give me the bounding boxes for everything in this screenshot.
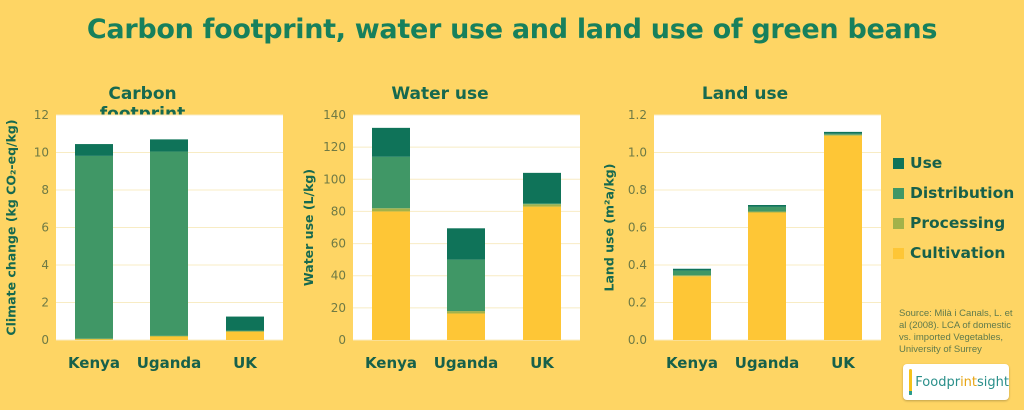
bar-distribution-kenya [372, 156, 410, 209]
y-tick-label: 40 [331, 269, 346, 283]
y-tick-label: 140 [323, 108, 346, 122]
y-tick-label: 0 [338, 333, 346, 347]
source-note: Source: Milà i Canals, L. et al (2008). … [899, 308, 1013, 355]
bar-cultivation-uk [226, 331, 264, 340]
bar-distribution-kenya [75, 155, 113, 339]
bar-cultivation-uganda [447, 313, 485, 340]
x-tick-label: UK [530, 354, 555, 372]
bar-cultivation-uganda [748, 212, 786, 340]
legend-label: Cultivation [910, 244, 1006, 262]
legend-item-distribution: Distribution [893, 178, 1014, 208]
bar-cultivation-uk [523, 206, 561, 340]
legend-item-use: Use [893, 148, 1014, 178]
main-title: Carbon footprint, water use and land use… [86, 14, 938, 45]
bar-use-kenya [372, 127, 410, 157]
y-tick-label: 1.0 [628, 146, 647, 160]
bar-distribution-uk [226, 330, 264, 332]
bar-processing-uganda [748, 211, 786, 213]
y-tick-label: 10 [34, 146, 49, 160]
y-tick-label: 0.4 [628, 258, 647, 272]
bar-cultivation-uganda [150, 336, 188, 340]
legend: Use Distribution Processing Cultivation [893, 148, 1014, 268]
bar-use-uk [226, 316, 264, 331]
bar-cultivation-kenya [372, 211, 410, 340]
y-tick-label: 8 [41, 183, 49, 197]
logo-text-2: int [960, 374, 978, 390]
lightbulb-footprint-icon [909, 369, 913, 395]
y-tick-label: 12 [34, 108, 49, 122]
bar-cultivation-uk [824, 135, 862, 340]
bar-use-uganda [748, 205, 786, 207]
bar-distribution-uk [824, 133, 862, 135]
y-tick-label: 4 [41, 258, 49, 272]
bar-processing-kenya [372, 208, 410, 212]
logo-text-3: sight [977, 374, 1009, 390]
legend-label: Distribution [910, 184, 1015, 202]
y-tick-label: 20 [331, 301, 346, 315]
x-tick-label: Kenya [666, 354, 718, 372]
y-tick-label: 60 [331, 237, 346, 251]
x-tick-label: Kenya [68, 354, 120, 372]
bar-processing-uk [226, 331, 264, 332]
legend-item-cultivation: Cultivation [893, 238, 1014, 268]
y-tick-label: 120 [323, 140, 346, 154]
bar-distribution-uk [523, 203, 561, 205]
bar-distribution-uganda [447, 259, 485, 312]
bar-use-kenya [75, 144, 113, 156]
y-tick-label: 0.6 [628, 221, 647, 235]
legend-label: Processing [910, 214, 1006, 232]
x-tick-label: UK [831, 354, 856, 372]
bar-use-uganda [150, 139, 188, 152]
bar-cultivation-kenya [673, 276, 711, 340]
bar-use-uk [523, 172, 561, 204]
y-tick-label: 1.2 [628, 108, 647, 122]
bar-cultivation-kenya [75, 339, 113, 340]
bar-processing-uk [523, 204, 561, 207]
foodprintsight-logo: Foodpr int sight [903, 364, 1009, 400]
bar-distribution-kenya [673, 270, 711, 276]
legend-item-processing: Processing [893, 208, 1014, 238]
bar-processing-kenya [75, 338, 113, 340]
y-tick-label: 100 [323, 172, 346, 186]
y-tick-label: 0.0 [628, 333, 647, 347]
y-tick-label: 80 [331, 204, 346, 218]
bar-distribution-uganda [150, 151, 188, 336]
chart-title: Water use [391, 84, 489, 104]
swatch-cultivation [893, 247, 904, 259]
bar-use-uganda [447, 228, 485, 260]
y-tick-label: 0.8 [628, 183, 647, 197]
swatch-use [893, 157, 904, 169]
bar-distribution-uganda [748, 206, 786, 212]
swatch-processing [893, 217, 904, 229]
bar-use-uk [824, 131, 862, 134]
bar-processing-uk [824, 134, 862, 136]
bar-processing-uganda [447, 311, 485, 314]
y-tick-label: 6 [41, 221, 49, 235]
bar-processing-kenya [673, 275, 711, 277]
x-tick-label: Uganda [735, 354, 800, 372]
x-tick-label: Uganda [137, 354, 202, 372]
y-tick-label: 2 [41, 296, 49, 310]
bar-use-kenya [673, 268, 711, 271]
x-tick-label: Kenya [365, 354, 417, 372]
x-tick-label: UK [233, 354, 258, 372]
bar-processing-uganda [150, 335, 188, 337]
y-tick-label: 0 [41, 333, 49, 347]
legend-label: Use [910, 154, 943, 172]
logo-text-1: Foodpr [915, 374, 961, 390]
y-axis-label: Land use (m²a/kg) [601, 163, 617, 292]
x-tick-label: Uganda [434, 354, 499, 372]
y-tick-label: 0.2 [628, 296, 647, 310]
swatch-distribution [893, 187, 904, 199]
chart-title: Land use [701, 84, 789, 104]
